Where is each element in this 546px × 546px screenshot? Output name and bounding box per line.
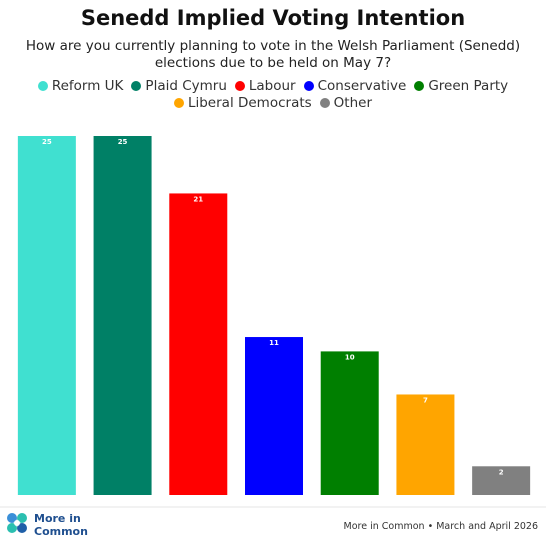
legend-label: Plaid Cymru: [145, 78, 227, 94]
logo-text: Common: [34, 525, 88, 538]
legend-item: Plaid Cymru: [131, 78, 227, 94]
legend: Reform UK Plaid Cymru Labour Conservative Gr…: [28, 78, 518, 111]
chart-subtitle: How are you currently planning to vote i…: [25, 38, 521, 71]
bar: [320, 351, 379, 495]
legend-swatch: [414, 81, 425, 91]
logo-icon: [7, 513, 27, 533]
data-label: 21: [193, 195, 203, 203]
legend-item: Other: [319, 95, 373, 111]
chart-title: Senedd Implied Voting Intention: [80, 6, 466, 30]
legend-label: Liberal Democrats: [187, 95, 312, 111]
data-label: 2: [499, 468, 504, 476]
bar: [472, 466, 531, 495]
legend-swatch: [173, 98, 184, 108]
legend-item: Reform UK: [37, 78, 124, 94]
bar: [17, 136, 76, 495]
bar: [93, 136, 152, 495]
legend-label: Reform UK: [51, 78, 124, 94]
legend-item: Labour: [234, 78, 296, 94]
legend-swatch: [303, 81, 314, 91]
source: More in Common • March and April 2026: [344, 521, 538, 532]
data-label: 11: [269, 339, 279, 347]
data-label: 25: [42, 138, 52, 146]
legend-item: Liberal Democrats: [173, 95, 312, 111]
legend-swatch: [37, 81, 48, 91]
legend-swatch: [319, 98, 330, 108]
legend-swatch: [131, 81, 142, 91]
legend-label: Conservative: [317, 78, 407, 94]
logo-text: More in: [34, 512, 81, 525]
bar: [396, 394, 455, 495]
legend-item: Conservative: [303, 78, 407, 94]
data-label: 10: [345, 353, 355, 361]
legend-label: Labour: [248, 78, 296, 94]
bar: [245, 337, 303, 495]
legend-swatch: [234, 81, 245, 91]
legend-label: Green Party: [428, 78, 509, 94]
bar: [169, 193, 228, 495]
data-label: 25: [118, 138, 128, 146]
legend-item: Green Party: [414, 78, 508, 94]
data-label: 7: [423, 396, 428, 404]
legend-label: Other: [333, 95, 373, 111]
